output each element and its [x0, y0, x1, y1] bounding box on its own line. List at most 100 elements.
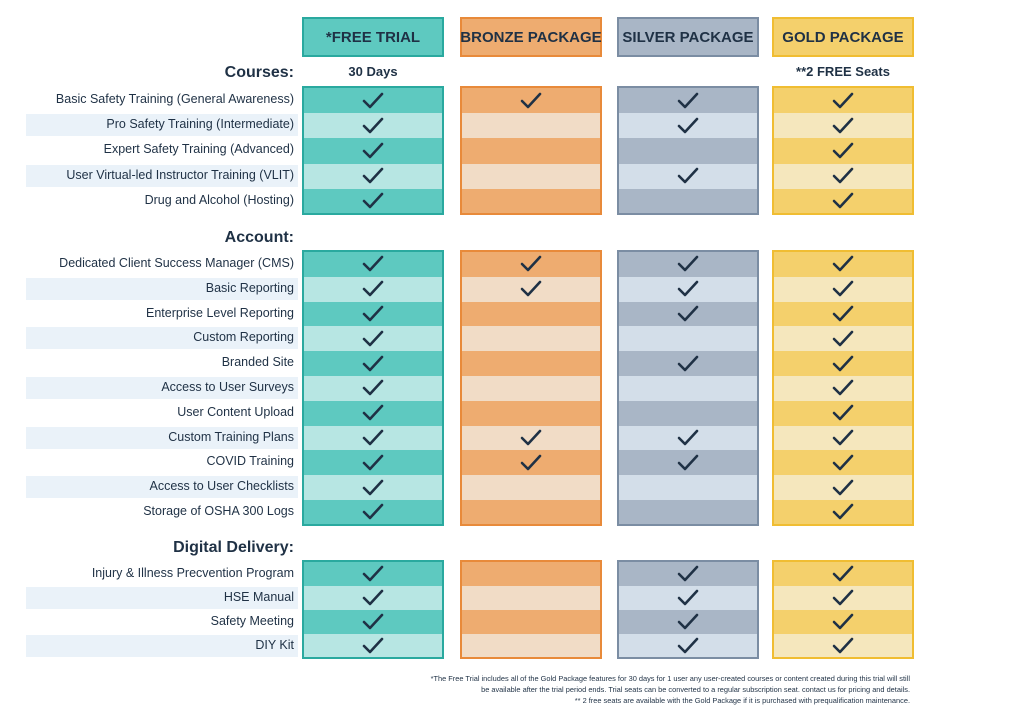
check-icon: [362, 479, 384, 495]
feature-cell: [462, 634, 600, 657]
row-band: [26, 277, 298, 300]
row-band: [26, 164, 298, 187]
row-band: [26, 426, 298, 449]
feature-label: Safety Meeting: [210, 614, 294, 628]
feature-cell: [462, 425, 600, 451]
feature-cell: [774, 450, 912, 476]
check-icon: [362, 117, 384, 134]
row-band: [26, 377, 298, 399]
check-icon: [677, 305, 699, 322]
feature-cell: [462, 88, 600, 114]
feature-cell: [462, 252, 600, 277]
feature-label: Storage of OSHA 300 Logs: [143, 504, 294, 518]
check-icon: [362, 280, 384, 297]
package-column-1: [460, 560, 602, 659]
feature-label: COVID Training: [206, 454, 294, 469]
feature-cell: [304, 450, 442, 476]
check-icon: [362, 256, 384, 272]
feature-label: Access to User Checklists: [149, 479, 294, 494]
package-header-3: GOLD PACKAGE: [772, 17, 914, 57]
check-icon: [520, 429, 542, 446]
feature-cell: [619, 276, 757, 302]
feature-label: Pro Safety Training (Intermediate): [106, 117, 294, 132]
check-icon: [832, 305, 854, 322]
feature-cell: [619, 562, 757, 586]
feature-cell: [774, 634, 912, 657]
check-icon: [832, 355, 854, 371]
feature-label: Enterprise Level Reporting: [146, 305, 294, 320]
package-column-3: [772, 86, 914, 215]
footnote-1: be available after the trial period ends…: [481, 685, 910, 694]
row-band: [26, 114, 298, 137]
check-icon: [362, 504, 384, 520]
check-icon: [832, 589, 854, 606]
feature-label: Expert Safety Training (Advanced): [103, 142, 294, 157]
check-icon: [362, 454, 384, 471]
feature-cell: [304, 138, 442, 164]
feature-label: DIY Kit: [255, 638, 294, 652]
check-icon: [832, 256, 854, 272]
feature-cell: [619, 252, 757, 277]
feature-cell: [619, 138, 757, 164]
package-column-0: [302, 86, 444, 215]
check-icon: [832, 504, 854, 520]
feature-cell: [462, 400, 600, 426]
feature-cell: [462, 586, 600, 610]
check-icon: [362, 589, 384, 606]
feature-cell: [304, 163, 442, 189]
feature-cell: [619, 301, 757, 327]
check-icon: [520, 256, 542, 272]
check-icon: [362, 637, 384, 654]
feature-cell: [462, 562, 600, 586]
feature-cell: [304, 610, 442, 634]
check-icon: [677, 256, 699, 272]
check-icon: [362, 305, 384, 322]
feature-cell: [774, 252, 912, 277]
check-icon: [362, 193, 384, 209]
check-icon: [832, 380, 854, 396]
feature-cell: [619, 376, 757, 401]
package-column-0: [302, 560, 444, 659]
feature-cell: [619, 188, 757, 213]
feature-label: Custom Training Plans: [168, 429, 294, 444]
check-icon: [832, 330, 854, 347]
feature-label: Access to User Surveys: [161, 380, 294, 394]
check-icon: [362, 404, 384, 421]
check-icon: [677, 280, 699, 297]
feature-cell: [304, 88, 442, 114]
footnote-0: *The Free Trial includes all of the Gold…: [430, 674, 910, 683]
feature-cell: [619, 610, 757, 634]
section-title-0: Courses:: [224, 64, 294, 81]
check-icon: [362, 613, 384, 630]
feature-cell: [462, 163, 600, 189]
feature-cell: [774, 188, 912, 213]
feature-cell: [304, 326, 442, 352]
feature-label: User Content Upload: [177, 404, 294, 419]
feature-cell: [774, 326, 912, 352]
feature-cell: [774, 88, 912, 114]
feature-label: Drug and Alcohol (Hosting): [144, 192, 294, 207]
feature-label: Injury & Illness Precvention Program: [91, 566, 294, 580]
feature-cell: [619, 400, 757, 426]
package-subtitle-0: 30 Days: [348, 64, 398, 79]
check-icon: [677, 355, 699, 371]
feature-cell: [619, 450, 757, 476]
feature-label: HSE Manual: [223, 590, 294, 604]
package-column-0: [302, 250, 444, 526]
feature-cell: [462, 475, 600, 500]
feature-cell: [619, 163, 757, 189]
section-title-1: Account:: [224, 229, 294, 246]
feature-cell: [304, 276, 442, 302]
check-icon: [832, 280, 854, 297]
row-band: [26, 635, 298, 657]
feature-cell: [462, 301, 600, 327]
check-icon: [677, 92, 699, 108]
check-icon: [832, 565, 854, 582]
package-column-1: [460, 250, 602, 526]
feature-cell: [304, 188, 442, 213]
package-header-2: SILVER PACKAGE: [617, 17, 759, 57]
feature-cell: [462, 351, 600, 376]
check-icon: [677, 167, 699, 184]
feature-cell: [774, 400, 912, 426]
feature-cell: [619, 500, 757, 524]
